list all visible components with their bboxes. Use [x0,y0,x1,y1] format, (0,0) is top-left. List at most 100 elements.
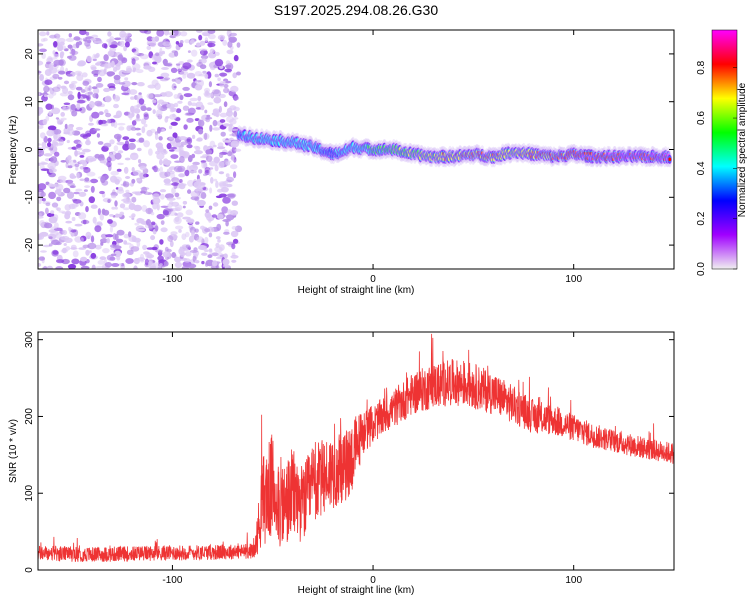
noise-blob [39,74,44,81]
noise-blob [39,220,45,227]
noise-blob [82,80,90,86]
noise-blob [47,142,52,148]
noise-blob [150,211,155,216]
noise-blob [192,161,200,166]
noise-blob [63,102,71,106]
noise-blob [96,133,100,138]
noise-blob [143,123,148,128]
noise-blob [231,226,238,230]
noise-blob [104,109,109,115]
noise-blob [158,51,163,57]
noise-blob [122,192,131,198]
noise-blob [105,112,112,118]
noise-blob [124,140,129,148]
noise-blob [211,214,217,218]
noise-blob [113,94,121,102]
noise-blob [189,249,198,253]
noise-blob [224,68,232,73]
noise-blob [219,112,228,118]
noise-blob [85,231,92,239]
noise-blob [209,124,213,132]
noise-blob [55,117,60,120]
noise-blob [165,116,170,119]
noise-blob [38,60,44,66]
noise-blob [180,182,184,186]
noise-blob [133,50,140,56]
noise-blob [90,204,98,209]
noise-blob [225,64,232,69]
noise-blob [50,183,60,188]
noise-blob [230,128,238,131]
noise-blob [217,188,224,193]
noise-blob [50,210,55,215]
noise-blob [81,72,88,78]
noise-blob [125,176,131,179]
noise-blob [213,89,222,97]
spectrogram-y-label: Frequency (Hz) [8,116,19,185]
noise-blob [200,55,209,60]
noise-blob [157,103,161,110]
noise-blob [193,150,203,155]
noise-blob [232,72,237,79]
chart-title: S197.2025.294.08.26.G30 [274,2,438,18]
noise-blob [166,142,172,150]
noise-blob [133,204,143,212]
noise-blob [40,132,46,139]
noise-blob [131,120,137,126]
noise-blob [92,58,98,62]
noise-blob [73,191,80,195]
y-tick-label: -20 [24,237,35,252]
noise-blob [41,141,47,148]
noise-blob [160,72,170,78]
noise-blob [62,86,69,94]
noise-blob [68,83,75,89]
noise-blob [174,204,183,212]
noise-blob [128,138,136,143]
noise-blob [40,168,50,171]
noise-blob [151,99,157,103]
ridge-core [668,157,672,162]
noise-blob [187,189,192,194]
noise-blob [214,58,224,67]
noise-blob [140,118,147,125]
y-tick-label: 20 [24,48,35,60]
noise-blob [196,236,204,243]
y-tick-label: 100 [24,484,35,501]
noise-blob [151,36,156,42]
noise-blob [146,93,154,99]
noise-blob [80,89,86,93]
noise-blob [213,96,222,104]
noise-blob [117,186,124,192]
noise-blob [92,93,99,99]
noise-blob [102,248,110,254]
noise-blob [160,220,165,226]
y-tick-label: 10 [24,96,35,108]
noise-blob [200,245,208,251]
colorbar: 0.0 0.2 0.4 0.6 0.8 Normalized spectral ampl… [696,29,748,276]
noise-blob [107,219,113,224]
noise-blob [88,85,92,91]
noise-blob [40,191,46,197]
noise-blob [178,146,184,153]
noise-blob [167,235,174,242]
noise-blob [225,80,232,84]
noise-blob [194,260,200,264]
noise-blob [181,265,189,269]
colorbar-tick-label: 0.6 [696,111,707,125]
noise-blob [125,32,132,37]
noise-blob [206,114,211,118]
noise-blob [175,225,184,230]
noise-blob [74,223,83,227]
noise-blob [197,199,206,207]
noise-blob [181,151,190,159]
noise-blob [205,259,215,267]
noise-blob [156,76,164,79]
noise-blob [108,87,116,91]
noise-blob [229,118,237,125]
noise-blob [117,54,124,61]
noise-blob [109,44,118,49]
noise-blob [182,205,186,209]
noise-blob [97,208,101,216]
noise-blob [170,231,178,236]
noise-blob [56,138,63,142]
